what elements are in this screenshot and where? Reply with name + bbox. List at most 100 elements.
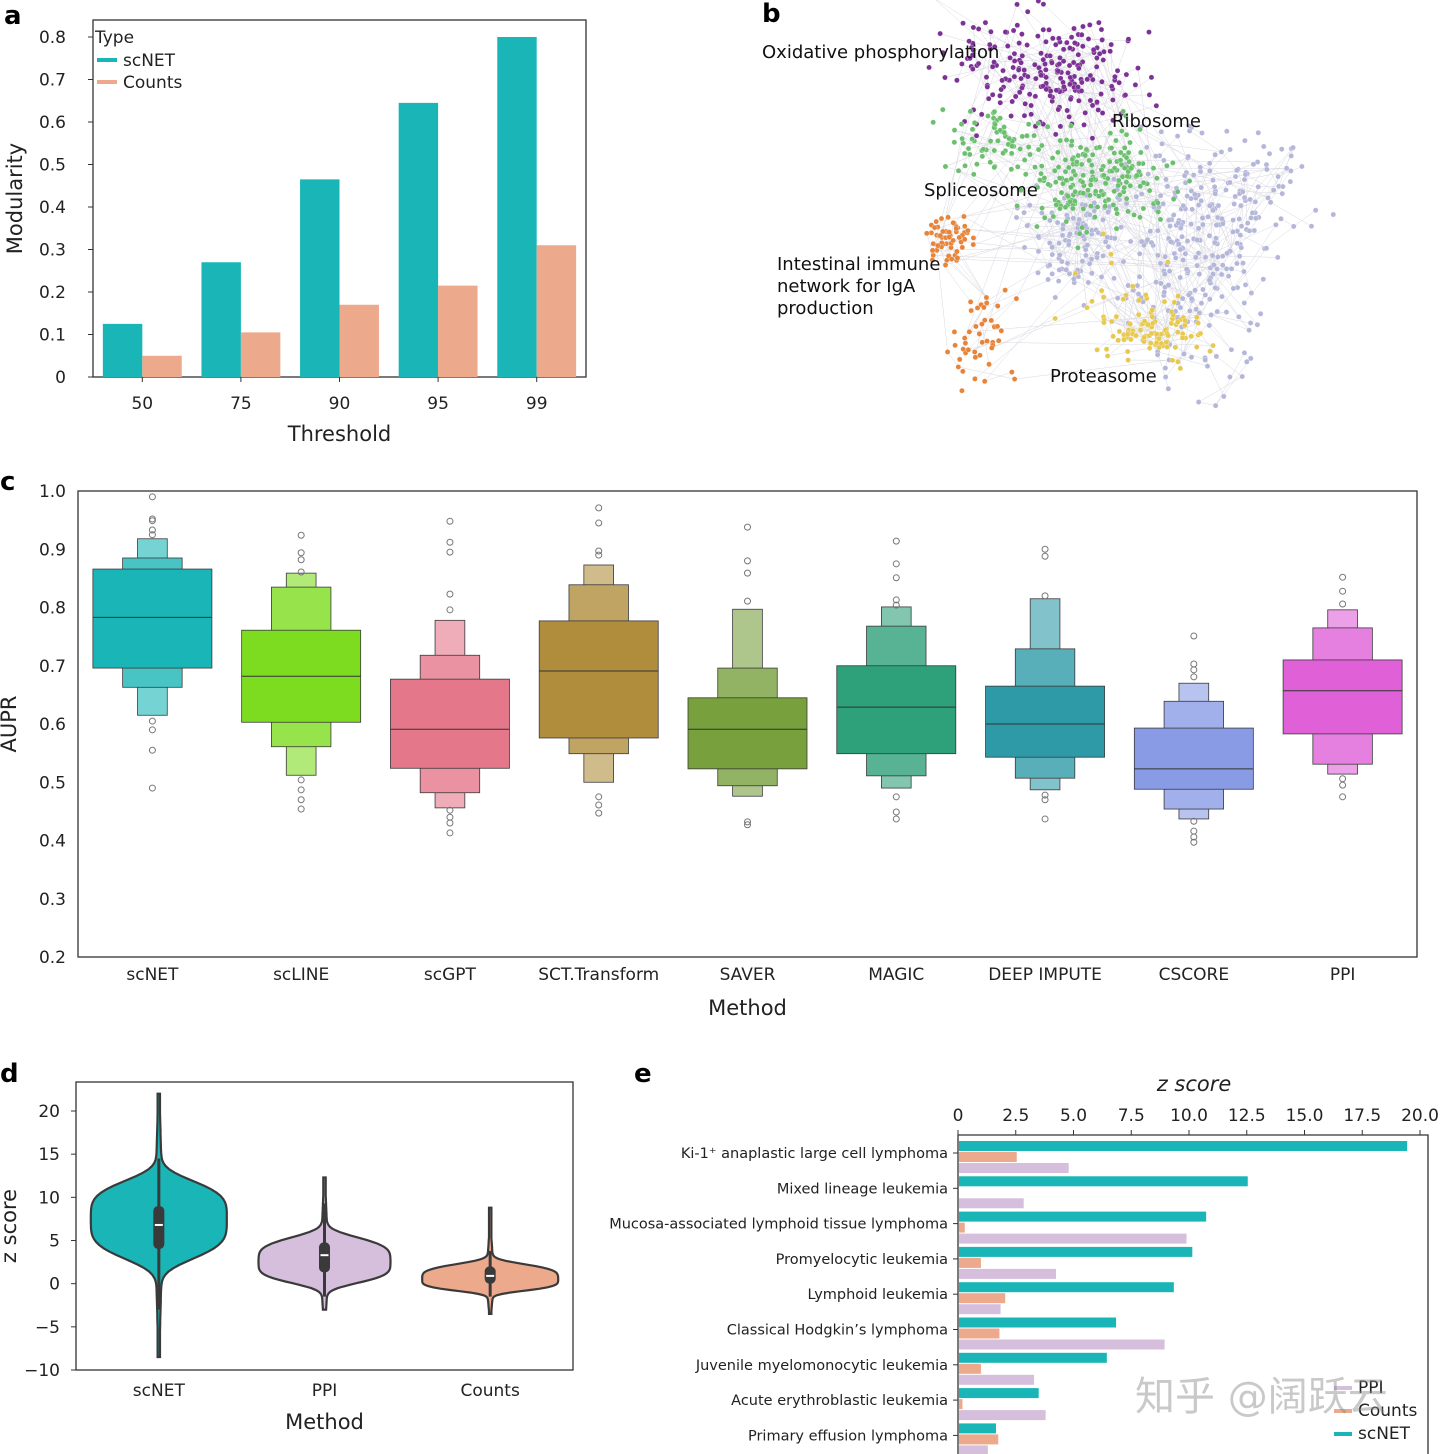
network-edge: [1108, 210, 1161, 264]
network-node: [1155, 209, 1161, 215]
outlier-point: [1339, 587, 1347, 595]
network-node: [1092, 214, 1098, 220]
network-node: [966, 329, 973, 335]
network-node: [1239, 373, 1245, 380]
network-node: [983, 74, 990, 80]
network-node: [1052, 315, 1058, 322]
bar-ppi: [959, 1163, 1069, 1173]
x-tick-label: 15.0: [1286, 1106, 1324, 1126]
network-edge: [1116, 316, 1156, 345]
outlier-point: [1190, 660, 1198, 668]
network-node: [1021, 67, 1027, 73]
outlier-point: [892, 560, 900, 568]
bar-counts-50: [142, 355, 182, 377]
panel-letter-e: e: [634, 1059, 652, 1089]
network-node: [1060, 180, 1066, 187]
bar-ppi: [959, 1233, 1187, 1244]
network-node: [1255, 184, 1262, 190]
network-node: [1230, 217, 1236, 223]
network-node: [1086, 260, 1093, 267]
network-node: [1056, 240, 1062, 247]
network-node: [1188, 221, 1194, 227]
x-tick-label: scNET: [126, 965, 179, 985]
network-node: [1026, 91, 1033, 97]
network-node: [1098, 274, 1105, 280]
network-node: [1041, 215, 1048, 221]
network-node: [1137, 214, 1143, 221]
network-node: [1125, 149, 1132, 156]
x-tick-label: 10.0: [1170, 1106, 1208, 1126]
network-edge: [1221, 151, 1238, 171]
network-node: [1175, 220, 1182, 226]
outlier-point: [1190, 632, 1198, 640]
violin-scnet: [89, 1092, 228, 1359]
network-edge: [1076, 232, 1078, 271]
y-tick-label: Mucosa-associated lymphoid tissue lympho…: [609, 1217, 948, 1233]
network-node: [942, 262, 949, 268]
network-node: [972, 354, 979, 361]
network-node: [985, 113, 991, 119]
network-edge: [1101, 241, 1142, 278]
network-node: [1210, 342, 1216, 349]
network-node: [1090, 46, 1097, 53]
network-node: [1156, 344, 1162, 351]
network-node: [1241, 176, 1248, 183]
network-node: [1059, 258, 1065, 265]
network-node: [1071, 25, 1077, 32]
network-node: [1211, 262, 1217, 268]
network-node: [1072, 40, 1078, 46]
network-node: [1059, 232, 1066, 239]
network-node: [1099, 37, 1105, 43]
network-node: [1100, 216, 1106, 223]
outlier-point: [892, 537, 900, 545]
network-node: [1188, 354, 1195, 360]
network-edge: [933, 254, 1167, 266]
outlier-point: [744, 597, 751, 605]
outlier-point: [297, 549, 305, 557]
network-node: [1127, 238, 1134, 245]
y-tick-label: Lymphoid leukemia: [807, 1287, 948, 1303]
network-node: [1155, 252, 1161, 259]
network-node: [1273, 222, 1279, 228]
network-node: [1089, 270, 1095, 276]
network-node: [1053, 179, 1059, 185]
network-node: [1047, 93, 1053, 99]
network-node: [1080, 172, 1086, 179]
network-node: [1137, 327, 1144, 333]
network-node: [1157, 216, 1164, 223]
network-edge: [1199, 224, 1204, 275]
network-node: [1158, 129, 1165, 135]
network-node: [1140, 179, 1147, 186]
network-node: [1199, 215, 1206, 221]
network-node: [962, 223, 968, 229]
boxen-scline: [241, 531, 362, 813]
outlier-point: [595, 793, 603, 801]
legend-swatch-scnet: [97, 58, 117, 62]
network-node: [1002, 29, 1009, 35]
network-node: [1055, 149, 1061, 156]
network-node: [985, 95, 992, 102]
network-edge: [968, 298, 1017, 350]
network-node: [1223, 309, 1230, 315]
y-tick-label: 0.3: [39, 241, 66, 261]
y-tick-label: 0.3: [39, 890, 66, 910]
boxen-ppi: [1282, 573, 1403, 801]
network-node: [971, 120, 978, 126]
network-node: [1209, 252, 1216, 259]
network-edge: [1108, 210, 1112, 238]
network-node: [1121, 336, 1127, 343]
network-node: [1032, 93, 1039, 100]
network-node: [1198, 184, 1204, 191]
network-node: [1257, 310, 1264, 317]
network-node: [1047, 53, 1053, 59]
network-node: [965, 347, 972, 353]
network-node: [1112, 74, 1118, 80]
network-node: [1053, 41, 1059, 48]
y-tick-label: 0.6: [39, 113, 66, 133]
network-node: [988, 317, 995, 324]
network-edge: [1123, 295, 1127, 335]
network-node: [1195, 202, 1202, 208]
y-tick-label: 0.4: [39, 198, 66, 218]
network-node: [1127, 182, 1134, 189]
network-node: [956, 234, 963, 241]
